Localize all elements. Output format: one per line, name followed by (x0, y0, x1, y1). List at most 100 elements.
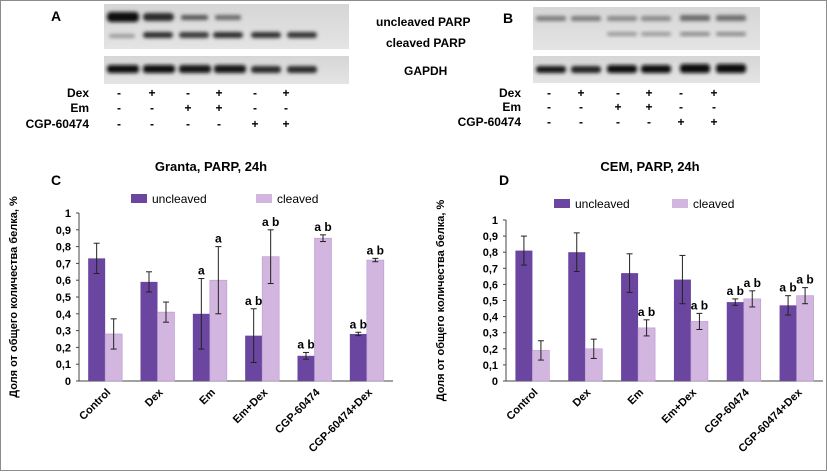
bar-uncleaved (140, 281, 158, 381)
bar-uncleaved (726, 302, 744, 381)
bar-uncleaved (779, 305, 797, 381)
treatment-sign: + (577, 86, 584, 100)
treatment-sign: - (150, 117, 154, 131)
x-tick-label: CGP-60474 (702, 386, 752, 436)
treatment-sign: + (251, 117, 258, 131)
treatment-sign: - (117, 117, 121, 131)
y-axis-label: Доля от общего количества белка, % (8, 196, 20, 398)
panel-label-c: C (51, 172, 61, 188)
y-tick-label: 0,4 (483, 312, 499, 324)
chart-cem: CEM, PARP, 24h uncleaved cleaved 0 0,1 0,2 0,3… (435, 159, 823, 455)
significance-label: a (215, 232, 222, 246)
x-tick-label: Dex (571, 386, 594, 409)
treatment-sign: - (712, 100, 716, 114)
legend-label-cleaved: cleaved (693, 197, 734, 211)
blot-a-parp-strip (104, 4, 349, 49)
treatment-sign: - (679, 86, 683, 100)
y-tick-label: 0,2 (56, 342, 71, 354)
bar-uncleaved (349, 333, 367, 381)
y-tick-label: 0 (492, 376, 498, 388)
significance-label: a b (314, 220, 331, 234)
significance-label: a b (727, 284, 744, 298)
y-tick-label: 1 (65, 208, 71, 220)
significance-label: a b (262, 215, 279, 229)
chart-title: Granta, PARP, 24h (155, 159, 267, 174)
significance-label: a b (367, 243, 384, 257)
legend-swatch-uncleaved (554, 199, 570, 208)
treatment-sign: + (184, 101, 191, 115)
significance-label: a b (350, 317, 367, 331)
treatment-sign: - (579, 100, 583, 114)
cleaved-parp-label: cleaved PARP (386, 36, 466, 50)
chart-title: CEM, PARP, 24h (600, 159, 699, 174)
treatment-sign: - (547, 115, 551, 129)
treatment-sign: + (282, 117, 289, 131)
y-axis-label: Доля от общего количества белка, % (435, 200, 447, 402)
treatment-sign: + (677, 115, 684, 129)
y-tick-label: 0 (65, 376, 71, 388)
treatment-label: Em (70, 101, 89, 115)
blot-a-uncleaved-bands (107, 12, 241, 22)
treatment-sign: - (253, 86, 257, 100)
treatment-sign: + (645, 100, 652, 114)
treatment-sign: - (217, 117, 221, 131)
x-tick-label: Dex (143, 386, 166, 409)
bar-cleaved (743, 298, 762, 382)
panel-label-d: D (499, 172, 509, 188)
y-tick-label: 1 (492, 215, 498, 227)
treatment-sign: + (614, 100, 621, 114)
treatment-sign: + (710, 115, 717, 129)
bar-uncleaved (88, 258, 106, 381)
blot-b-parp-strip (533, 7, 760, 50)
treatment-sign: - (579, 115, 583, 129)
y-tick-label: 0,1 (483, 360, 498, 372)
treatment-label: Dex (67, 86, 89, 100)
treatment-sign: - (616, 115, 620, 129)
significance-label: a b (796, 273, 813, 287)
treatment-sign: - (547, 86, 551, 100)
significance-label: a b (779, 281, 796, 295)
treatment-sign: - (186, 86, 190, 100)
bar-cleaved (796, 295, 814, 382)
bar-uncleaved (515, 250, 533, 381)
significance-label: a b (691, 298, 708, 312)
treatment-sign: + (282, 86, 289, 100)
y-tick-label: 0,7 (56, 258, 71, 270)
legend-swatch-cleaved (256, 194, 272, 203)
x-tick-label: Control (77, 387, 113, 423)
y-tick-label: 0,6 (56, 275, 71, 287)
blot-a-cleaved-bands (109, 32, 317, 38)
y-tick-label: 0,8 (483, 247, 498, 259)
chart-granta: Granta, PARP, 24h uncleaved cleaved 0 0,1 0,2… (8, 159, 393, 455)
y-tick-label: 0,4 (56, 309, 72, 321)
bar-uncleaved (568, 252, 586, 381)
bar-cleaved (690, 321, 709, 382)
y-tick-label: 0,8 (56, 242, 71, 254)
treatment-sign: + (215, 86, 222, 100)
blot-b-cleaved-bands (607, 32, 746, 36)
bar-uncleaved (673, 279, 691, 381)
blot-a-gapdh-bands (107, 65, 317, 73)
y-tick-label: 0,5 (56, 292, 71, 304)
treatment-sign: - (150, 101, 154, 115)
significance-label: a b (638, 305, 655, 319)
y-tick-label: 0,1 (56, 359, 71, 371)
bar-uncleaved (297, 355, 315, 381)
treatment-sign: - (616, 86, 620, 100)
treatment-sign: - (253, 101, 257, 115)
significance-label: a b (245, 294, 262, 308)
bar-cleaved (314, 237, 332, 382)
treatment-sign: - (186, 117, 190, 131)
y-tick-label: 0,3 (483, 328, 498, 340)
y-tick-label: 0,5 (483, 296, 498, 308)
y-tick-label: 0,6 (483, 279, 498, 291)
treatment-sign: - (547, 100, 551, 114)
y-tick-label: 0,3 (56, 326, 71, 338)
western-blot-b (533, 7, 760, 83)
x-tick-label: Em+Dex (231, 386, 271, 426)
x-tick-label: Em (626, 386, 647, 407)
x-tick-label: Em+Dex (660, 386, 700, 426)
treatment-label: CGP-60474 (458, 115, 522, 129)
treatment-sign: + (710, 86, 717, 100)
